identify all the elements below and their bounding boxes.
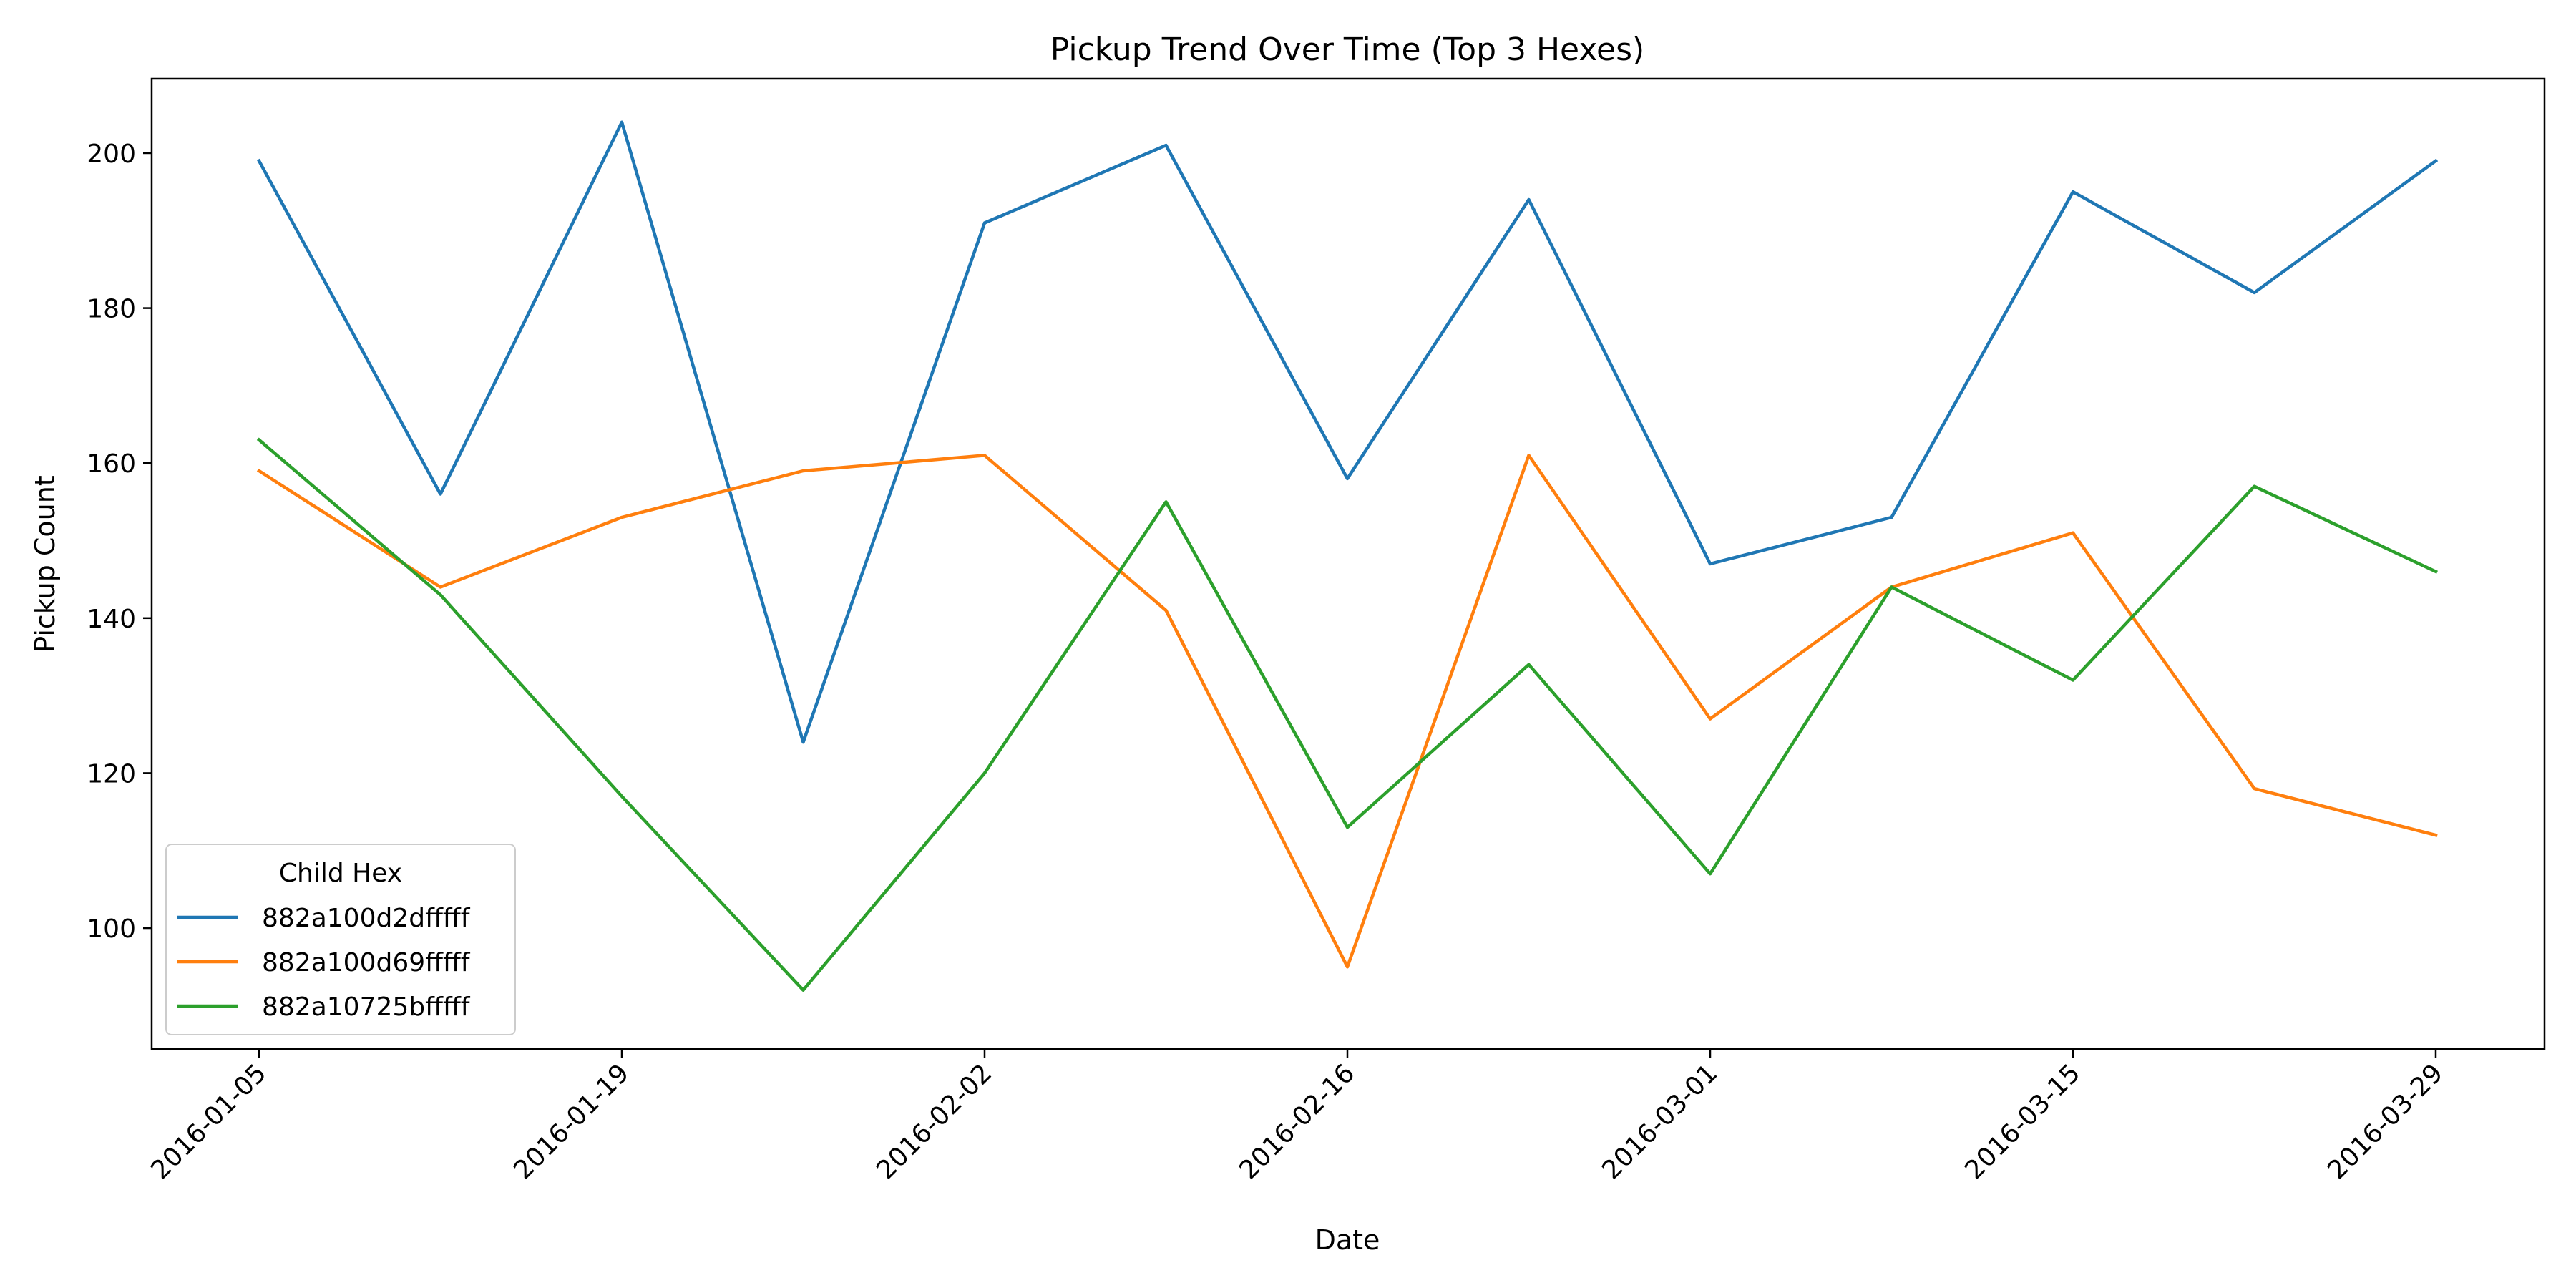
y-tick-label: 200	[87, 140, 136, 169]
x-tick-label: 2016-03-29	[2322, 1058, 2449, 1185]
y-tick-label: 100	[87, 914, 136, 944]
y-tick-label: 140	[87, 605, 136, 634]
x-tick-label: 2016-03-15	[1959, 1058, 2086, 1185]
x-tick-label: 2016-01-19	[508, 1058, 635, 1185]
legend-label-2: 882a100d69fffff	[262, 948, 471, 977]
series-line-1	[256, 120, 2439, 744]
chart-title: Pickup Trend Over Time (Top 3 Hexes)	[1050, 31, 1644, 68]
legend-box	[165, 844, 516, 1035]
series-lines	[256, 120, 2439, 992]
x-axis: 2016-01-05 2016-01-19 2016-02-02 2016-02-16…	[145, 1049, 2449, 1185]
legend: Child Hex 882a100d2dfffff 882a100d69fffff…	[165, 844, 516, 1035]
legend-entries: 882a100d2dfffff 882a100d69fffff 882a10725b…	[177, 904, 471, 1022]
legend-title: Child Hex	[279, 859, 402, 888]
x-tick-label: 2016-02-16	[1234, 1058, 1360, 1185]
legend-label-1: 882a100d2dfffff	[262, 904, 471, 933]
series-line-2	[256, 454, 2438, 969]
y-axis-title: Pickup Count	[29, 475, 61, 653]
y-tick-label: 160	[87, 449, 136, 479]
x-tick-label: 2016-01-05	[145, 1058, 272, 1185]
series-line-3	[256, 437, 2438, 992]
x-tick-label: 2016-03-01	[1596, 1058, 1723, 1185]
x-tick-label: 2016-02-02	[871, 1058, 997, 1185]
y-tick-label: 180	[87, 295, 136, 324]
legend-label-3: 882a10725bfffff	[262, 992, 471, 1022]
y-tick-label: 120	[87, 759, 136, 789]
x-axis-title: Date	[1315, 1224, 1380, 1256]
y-axis: 100 120 140 160 180 200	[87, 140, 152, 944]
